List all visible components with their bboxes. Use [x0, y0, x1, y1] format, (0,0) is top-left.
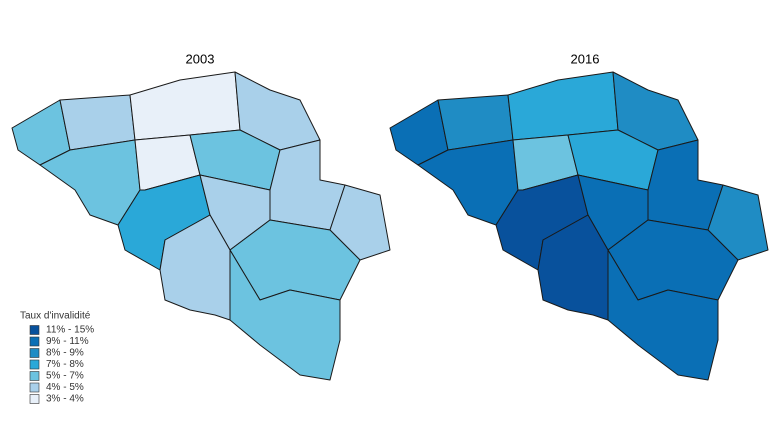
district [129, 71, 241, 141]
legend-swatch [29, 382, 40, 393]
legend-swatch [29, 348, 40, 358]
legend-swatch [29, 394, 40, 404]
legend-swatch [29, 325, 40, 335]
district [647, 139, 724, 231]
district [229, 249, 341, 381]
legend-label: 7% - 8% [46, 359, 84, 370]
legend-swatch [29, 371, 40, 381]
map-title: 2016 [571, 51, 600, 66]
district [269, 139, 346, 231]
legend-label: 8% - 9% [46, 348, 84, 359]
district [329, 184, 391, 261]
legend-label: 3% - 4% [46, 394, 84, 405]
legend-label: 9% - 11% [46, 336, 89, 347]
map-title: 2003 [186, 51, 215, 66]
legend-label: 11% - 15% [46, 325, 94, 336]
legend-label: 4% - 5% [46, 382, 84, 393]
legend-swatch [29, 359, 40, 370]
district [607, 249, 719, 381]
district [507, 71, 619, 141]
legend-title: Taux d'invalidité [20, 311, 91, 322]
legend-swatch [29, 336, 40, 347]
district [707, 184, 769, 261]
legend-label: 5% - 7% [46, 371, 84, 382]
